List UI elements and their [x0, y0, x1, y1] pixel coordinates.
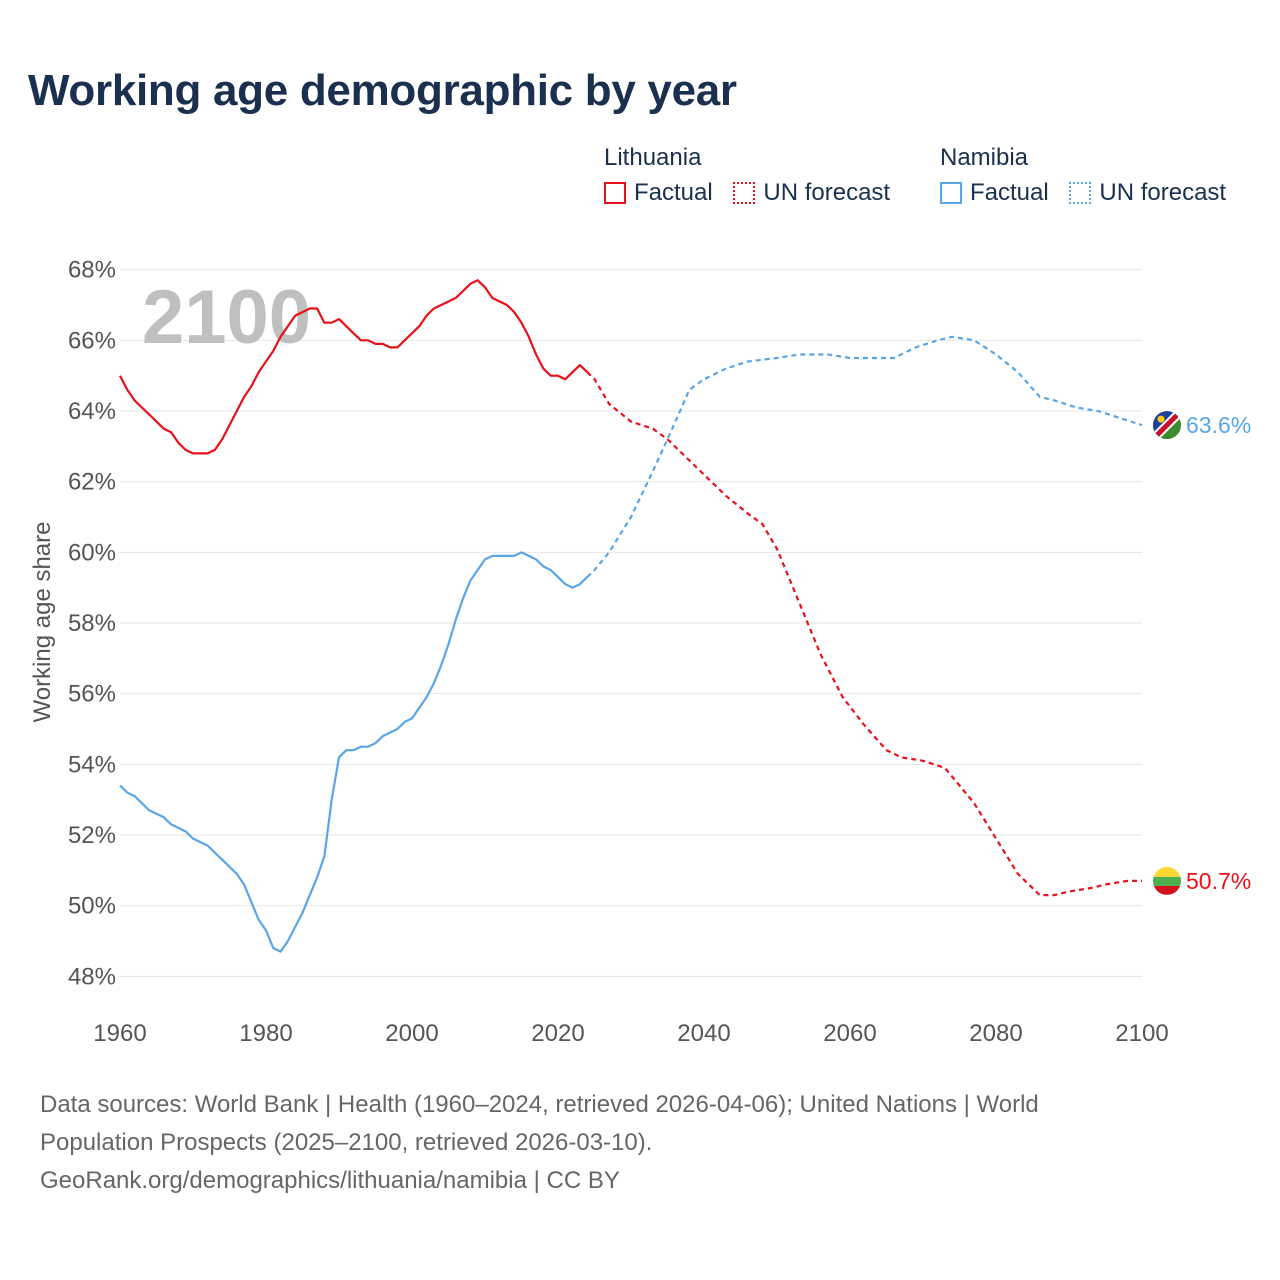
y-tick-label: 62% — [68, 469, 116, 496]
legend-group-name-lithuania: Lithuania — [604, 144, 702, 171]
x-tick-label: 2040 — [677, 1020, 730, 1047]
x-tick-label: 2100 — [1115, 1020, 1168, 1047]
y-tick-label: 50% — [68, 893, 116, 920]
lithuania-flag-icon — [1153, 866, 1181, 895]
x-tick-label: 1980 — [239, 1020, 292, 1047]
source-line-3: GeoRank.org/demographics/lithuania/namib… — [40, 1167, 620, 1194]
y-tick-label: 48% — [68, 963, 116, 990]
legend-item-namibia-forecast[interactable]: UN forecast — [1069, 178, 1226, 208]
namibia-factual-line[interactable] — [119, 551, 588, 953]
y-tick-label: 52% — [68, 822, 116, 849]
year-watermark: 2100 — [142, 275, 311, 360]
namibia-forecast-line[interactable] — [586, 335, 1143, 578]
legend-label: UN forecast — [763, 179, 891, 206]
legend-label: Factual — [634, 179, 713, 206]
legend-label: UN forecast — [1099, 179, 1227, 206]
x-tick-label: 1960 — [93, 1020, 146, 1047]
legend-item-lithuania-factual[interactable]: Factual — [604, 178, 713, 208]
y-tick-label: 68% — [68, 257, 116, 284]
line-chart: 48%50%52%54%56%58%60%62%64%66%68% 1960 19… — [29, 257, 1251, 1047]
y-tick-label: 60% — [68, 539, 116, 566]
y-tick-label: 54% — [68, 751, 116, 778]
x-tick-label: 2020 — [531, 1020, 584, 1047]
y-tick-label: 58% — [68, 610, 116, 637]
lithuania-factual-line[interactable] — [119, 279, 588, 455]
legend-item-namibia-factual[interactable]: Factual — [940, 178, 1049, 208]
lithuania-forecast-swatch — [733, 182, 756, 204]
y-axis-label: Working age share — [29, 522, 56, 723]
namibia-end-label: 63.6% — [1186, 412, 1251, 438]
legend-item-lithuania-forecast[interactable]: UN forecast — [733, 178, 890, 208]
chart-title: Working age demographic by year — [28, 66, 737, 115]
y-tick-label: 66% — [68, 327, 116, 354]
series-end-markers: 63.6% 50.7% — [1153, 411, 1251, 895]
x-tick-label: 2060 — [823, 1020, 876, 1047]
legend-lithuania: Lithuania Factual UN forecast — [604, 144, 904, 211]
x-tick-label: 2000 — [385, 1020, 438, 1047]
x-tick-label: 2080 — [969, 1020, 1022, 1047]
y-tick-label: 64% — [68, 398, 116, 425]
legend-group-name-namibia: Namibia — [940, 144, 1029, 171]
legend-label: Factual — [970, 179, 1049, 206]
namibia-flag-icon — [1153, 411, 1181, 440]
series-lines — [119, 279, 1143, 953]
lithuania-factual-swatch — [604, 182, 626, 204]
y-tick-label: 56% — [68, 681, 116, 708]
source-note: Data sources: World Bank | Health (1960–… — [40, 1086, 1220, 1200]
source-line-2: Population Prospects (2025–2100, retriev… — [40, 1129, 653, 1156]
x-axis-ticks: 1960 1980 2000 2020 2040 2060 2080 2100 — [93, 1020, 1168, 1047]
gridlines — [120, 269, 1142, 977]
source-line-1: Data sources: World Bank | Health (1960–… — [40, 1091, 1039, 1118]
legend-namibia: Namibia Factual UN forecast — [940, 144, 1240, 211]
lithuania-end-label: 50.7% — [1186, 868, 1251, 894]
y-axis-ticks: 48% 50% 52% 54% 56% 58% 60% 62% 64% 66% 68% — [68, 257, 116, 991]
lithuania-forecast-line[interactable] — [586, 371, 1142, 897]
namibia-factual-swatch — [940, 182, 962, 204]
namibia-forecast-swatch — [1069, 182, 1092, 204]
